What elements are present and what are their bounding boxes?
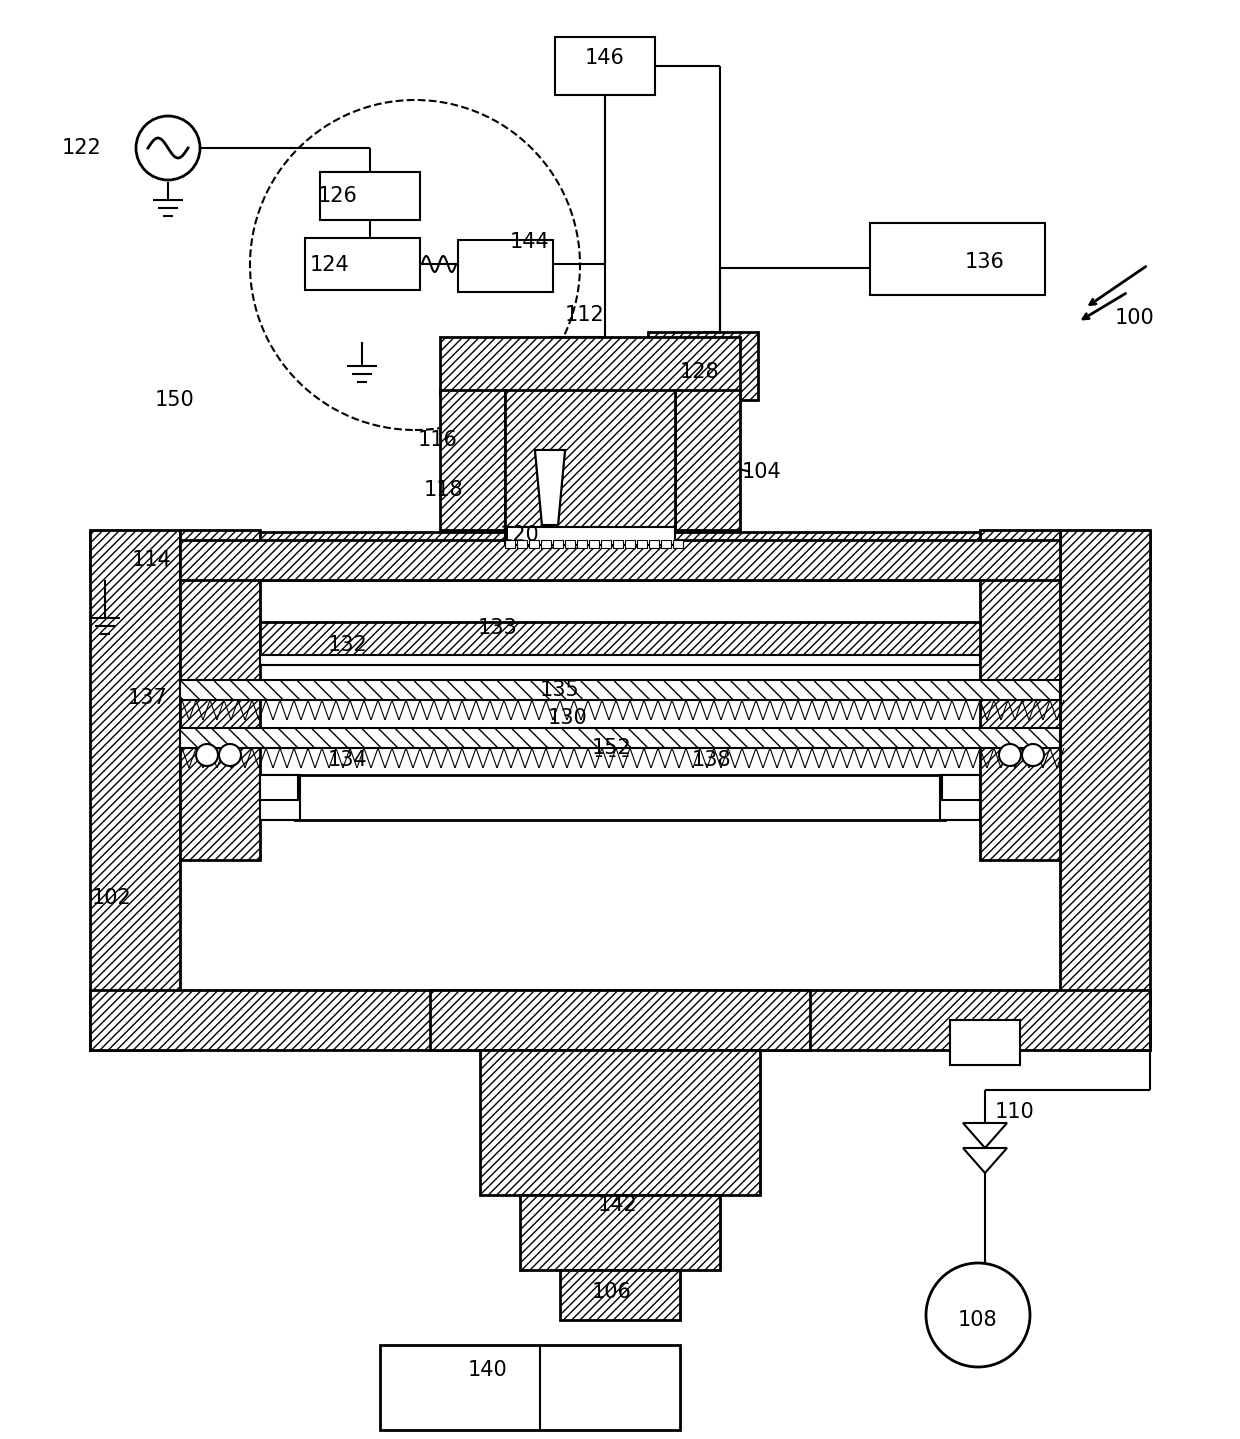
Bar — [517, 540, 527, 548]
Bar — [870, 223, 1045, 295]
Text: 137: 137 — [128, 688, 167, 708]
Text: 138: 138 — [692, 750, 732, 770]
Text: 132: 132 — [329, 635, 368, 655]
Bar — [577, 540, 587, 548]
Text: 133: 133 — [479, 617, 518, 637]
Bar — [589, 540, 599, 548]
Text: 128: 128 — [681, 363, 719, 381]
Text: 1̱5̱2̱: 1̱5̱2̱ — [593, 738, 632, 758]
Bar — [91, 532, 1149, 580]
Polygon shape — [534, 450, 565, 525]
Bar — [260, 776, 300, 820]
Bar — [673, 540, 683, 548]
Text: 110: 110 — [996, 1102, 1035, 1122]
Bar — [430, 990, 810, 1050]
Bar — [601, 540, 611, 548]
Text: 126: 126 — [319, 186, 358, 206]
Text: 130: 130 — [548, 708, 588, 728]
Text: 112: 112 — [565, 305, 605, 325]
Text: 135: 135 — [541, 681, 580, 699]
Bar — [379, 1345, 680, 1430]
Circle shape — [196, 744, 218, 766]
Text: 104: 104 — [742, 462, 782, 482]
Bar — [565, 540, 575, 548]
Bar — [560, 1271, 680, 1320]
Bar — [541, 540, 551, 548]
Bar — [91, 990, 1149, 1050]
Text: 124: 124 — [310, 255, 350, 275]
Bar — [625, 540, 635, 548]
Bar — [480, 1050, 760, 1194]
Text: 114: 114 — [133, 550, 172, 570]
Bar — [661, 540, 671, 548]
Bar — [180, 728, 1060, 748]
Text: 134: 134 — [329, 750, 368, 770]
Text: 108: 108 — [959, 1309, 998, 1330]
Polygon shape — [963, 1122, 1007, 1148]
Text: 142: 142 — [598, 1194, 637, 1215]
Text: 100: 100 — [1115, 308, 1154, 328]
Bar — [556, 37, 655, 95]
Bar — [440, 337, 740, 394]
Bar — [180, 681, 1060, 699]
Text: 118: 118 — [423, 481, 463, 499]
Bar — [649, 332, 758, 400]
Text: 140: 140 — [469, 1360, 508, 1380]
Bar — [458, 240, 553, 292]
Circle shape — [926, 1263, 1030, 1367]
Text: 106: 106 — [591, 1282, 632, 1302]
Bar — [613, 540, 622, 548]
Polygon shape — [963, 1148, 1007, 1173]
Circle shape — [136, 117, 200, 180]
Bar — [260, 655, 980, 665]
Bar — [505, 527, 675, 545]
Bar — [675, 390, 740, 530]
Text: 122: 122 — [62, 138, 102, 158]
Circle shape — [999, 744, 1021, 766]
Bar — [553, 540, 563, 548]
Circle shape — [219, 744, 241, 766]
Bar — [91, 530, 180, 1050]
Text: 102: 102 — [92, 888, 131, 908]
Bar — [440, 390, 505, 530]
Text: 146: 146 — [585, 47, 625, 68]
Text: 150: 150 — [155, 390, 195, 410]
Bar — [260, 776, 298, 800]
Bar — [649, 540, 658, 548]
Bar — [180, 530, 260, 861]
Bar — [980, 530, 1060, 861]
Bar — [260, 622, 980, 661]
Bar — [520, 1194, 720, 1271]
Bar — [942, 776, 980, 800]
Circle shape — [1022, 744, 1044, 766]
Bar — [950, 1020, 1021, 1065]
Polygon shape — [534, 450, 565, 525]
Text: 144: 144 — [510, 232, 549, 252]
Bar — [295, 776, 945, 820]
Bar — [180, 540, 1060, 580]
Text: 120: 120 — [500, 525, 539, 545]
Bar — [529, 540, 539, 548]
Bar — [305, 237, 420, 291]
Bar — [320, 173, 420, 220]
Bar — [637, 540, 647, 548]
Bar — [505, 390, 675, 530]
Bar — [505, 540, 515, 548]
Text: 136: 136 — [965, 252, 1004, 272]
Bar — [1060, 530, 1149, 1050]
Text: 116: 116 — [418, 430, 458, 450]
Bar — [940, 776, 980, 820]
